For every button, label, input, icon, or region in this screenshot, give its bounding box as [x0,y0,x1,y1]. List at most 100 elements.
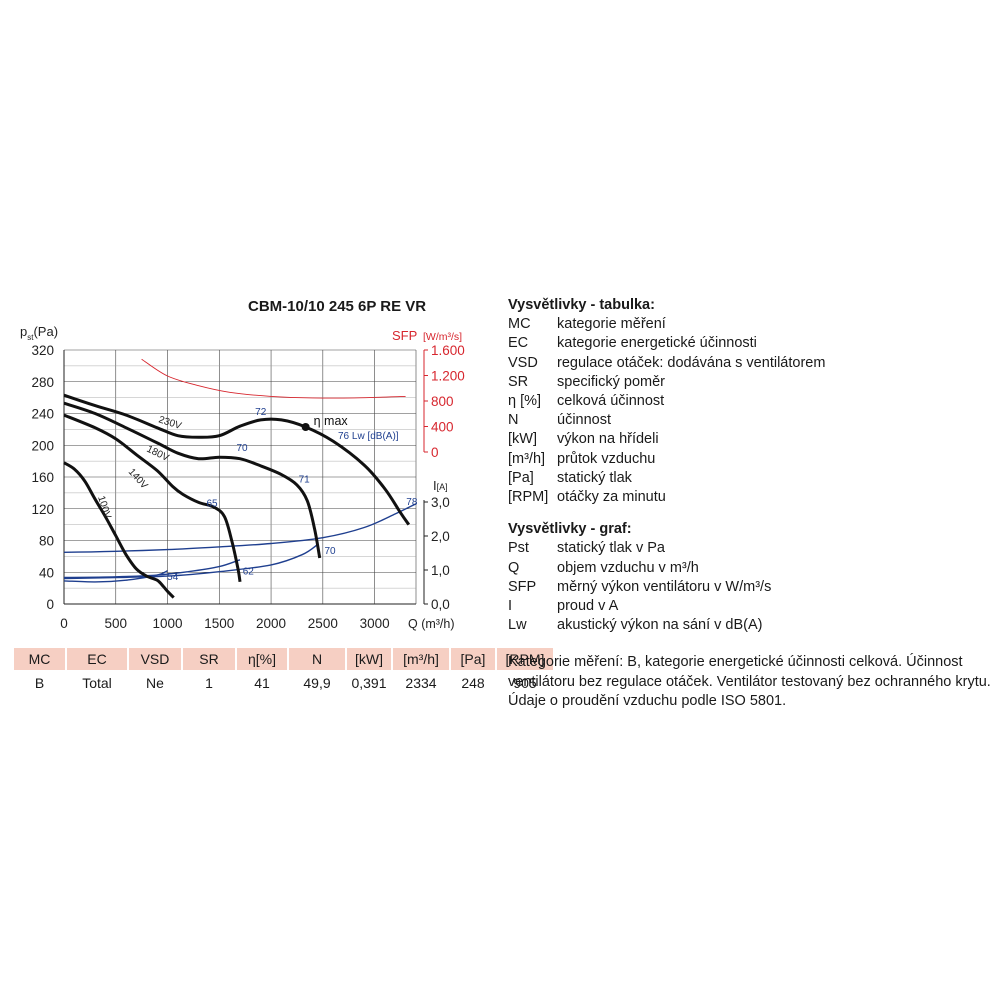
legend-desc: regulace otáček: dodávána s ventilátorem [557,354,826,371]
x-tick-label: 2500 [308,616,338,631]
chart-grid [63,349,417,605]
legend-table-row: [RPM] otáčky za minutu [508,488,825,507]
legend-key: [RPM] [508,489,549,506]
lw-label: 62 [243,567,255,578]
voltage-label: 140V [126,467,150,492]
y-tick-label: 240 [31,407,54,422]
chart-axes: 0 40 80 120 160 200 240 280 320 0 500 1000 1500 2000 2… [20,324,465,631]
y-tick-label: 120 [31,502,54,517]
pressure-curve [63,413,242,582]
legend-table-row: [kW] výkon na hřídeli [508,430,825,449]
x-tick-label: 1000 [153,616,183,631]
current-curve [63,559,241,579]
current-tick-label: 0,0 [431,597,450,612]
legend-table-row: SR specifický poměr [508,373,825,392]
legend-desc: účinnost [557,412,612,429]
x-tick-label: 500 [104,616,127,631]
y-tick-label: 160 [31,470,54,485]
legend-key: Q [508,559,520,576]
sfp-tick-label: 800 [431,394,454,409]
legend-table-row: MC kategorie měření [508,315,825,334]
legend-table-row: [m³/h] průtok vzduchu [508,450,825,469]
legend-key: Lw [508,617,527,634]
legend-table-row: EC kategorie energetické účinnosti [508,334,825,353]
x-tick-label: 3000 [360,616,390,631]
header-ec: EC [67,648,127,670]
lw-label: 71 [299,475,311,486]
current-tick-label: 3,0 [431,495,450,510]
header-kw: [kW] [347,648,391,670]
legend: Vysvětlivky - tabulka: MC kategorie měřen… [508,296,825,635]
y-axis-title: pst(Pa) [20,324,58,342]
legend-graph-row: SFP měrný výkon ventilátoru v W/m³/s [508,578,825,597]
value-vsd: Ne [146,675,164,691]
legend-key: SFP [508,578,537,595]
pressure-curve [63,401,322,559]
current-curve [63,543,319,580]
legend-key: N [508,412,519,429]
header-eta: η[%] [237,648,287,670]
sfp-tick-label: 0 [431,445,439,460]
pressure-curve [63,461,175,599]
legend-desc: statický tlak v Pa [557,540,665,557]
legend-key: I [508,598,513,615]
legend-table-title: Vysvětlivky - tabulka: [508,297,655,313]
y-tick-label: 200 [31,438,54,453]
x-tick-label: 2000 [256,616,286,631]
legend-desc: statický tlak [557,469,632,486]
lw-label: 70 [325,546,337,557]
legend-graph-title: Vysvětlivky - graf: [508,521,632,538]
legend-desc: celková účinnost [557,393,665,410]
lw-label: 65 [206,498,218,509]
value-ec: Total [82,675,112,691]
voltage-label: 100V [95,495,113,521]
sfp-tick-label: 1.200 [431,369,465,384]
legend-table-row: VSD regulace otáček: dodávána s ventiláto… [508,354,825,373]
y-tick-label: 40 [39,565,54,580]
current-curve [63,570,168,583]
lw-label: 70 [237,443,249,454]
value-flow: 2334 [405,675,437,691]
x-tick-label: 1500 [204,616,234,631]
header-mc: MC [14,648,65,670]
legend-desc: objem vzduchu v m³/h [557,559,699,576]
current-axis-title: I[A] [433,478,448,493]
legend-desc: specifický poměr [557,373,665,390]
x-axis-title: Q (m³/h) [408,617,455,631]
value-eta: 41 [254,675,270,691]
value-kw: 0,391 [351,675,387,691]
legend-desc: kategorie měření [557,316,666,333]
lw-label: 72 [255,407,267,418]
legend-desc: kategorie energetické účinnosti [557,335,757,352]
legend-graph-row: Lw akustický výkon na sání v dB(A) [508,616,825,635]
eta-max-label: η max [314,414,349,428]
header-vsd: VSD [129,648,181,670]
legend-key: VSD [508,354,538,371]
spec-table: MC EC VSD SR η[%] N [kW] [m³/h] [Pa] [RP… [12,648,555,696]
legend-desc: výkon na hřídeli [557,431,659,448]
legend-key: Pst [508,540,529,557]
current-curve [63,503,417,553]
fan-performance-chart: 0 40 80 120 160 200 240 280 320 0 500 1000 1500 2000 2… [20,324,465,631]
sfp-axis-title: SFP [392,328,417,343]
spec-header-row: MC EC VSD SR η[%] N [kW] [m³/h] [Pa] [RP… [14,648,553,670]
chart-curves [63,358,417,599]
y-tick-label: 80 [39,534,54,549]
legend-desc: měrný výkon ventilátoru v W/m³/s [557,578,772,595]
y-tick-label: 320 [31,343,54,358]
header-n: N [289,648,345,670]
value-sr: 1 [205,675,213,691]
lw-label: 78 [406,497,418,508]
sfp-axis-unit: [W/m³/s] [423,331,462,343]
value-mc: B [34,675,45,691]
header-pa: [Pa] [451,648,495,670]
y-tick-label: 280 [31,375,54,390]
x-tick-label: 0 [60,616,68,631]
measurement-note: Kategorie měření: B, kategorie energetic… [508,654,991,709]
legend-key: [kW] [508,431,537,448]
header-sr: SR [183,648,235,670]
